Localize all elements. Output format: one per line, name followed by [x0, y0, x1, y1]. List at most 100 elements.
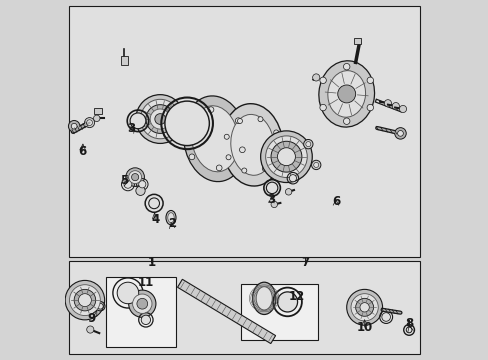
Text: 1: 1	[147, 256, 155, 269]
Circle shape	[93, 115, 100, 122]
Circle shape	[381, 313, 389, 321]
Circle shape	[270, 141, 301, 172]
Polygon shape	[177, 279, 275, 343]
Circle shape	[289, 175, 296, 182]
Circle shape	[241, 168, 246, 173]
Circle shape	[74, 289, 96, 311]
Text: 9: 9	[87, 311, 95, 325]
Circle shape	[391, 103, 399, 110]
Circle shape	[84, 118, 94, 128]
Circle shape	[141, 315, 150, 324]
Circle shape	[97, 303, 103, 309]
Circle shape	[131, 174, 139, 181]
Circle shape	[140, 99, 180, 139]
Circle shape	[305, 141, 310, 147]
Circle shape	[237, 118, 242, 123]
Circle shape	[319, 104, 325, 111]
Circle shape	[125, 168, 144, 186]
Text: 6: 6	[78, 145, 86, 158]
Circle shape	[139, 181, 145, 188]
Bar	[69, 261, 419, 354]
Circle shape	[343, 118, 349, 125]
Circle shape	[239, 147, 244, 153]
Circle shape	[394, 128, 406, 139]
Circle shape	[359, 303, 368, 312]
Text: 8: 8	[405, 317, 413, 330]
Bar	[94, 108, 102, 114]
Circle shape	[285, 189, 291, 195]
Circle shape	[69, 285, 100, 316]
Circle shape	[65, 280, 104, 320]
Ellipse shape	[167, 213, 174, 223]
Circle shape	[406, 327, 411, 333]
Text: 11: 11	[138, 276, 154, 289]
Circle shape	[155, 114, 165, 125]
Circle shape	[258, 117, 263, 122]
Text: 2: 2	[167, 216, 175, 230]
Ellipse shape	[252, 282, 275, 315]
Ellipse shape	[222, 104, 283, 186]
Circle shape	[164, 101, 209, 145]
Circle shape	[260, 131, 312, 183]
Circle shape	[117, 282, 139, 304]
Text: 6: 6	[331, 195, 339, 208]
Circle shape	[311, 160, 320, 170]
Circle shape	[189, 154, 194, 160]
Circle shape	[136, 186, 145, 195]
Text: 3: 3	[267, 193, 275, 206]
Circle shape	[303, 139, 312, 149]
Circle shape	[71, 123, 77, 129]
Text: 10: 10	[356, 320, 372, 333]
Ellipse shape	[256, 287, 272, 310]
Text: 4: 4	[151, 213, 160, 226]
Circle shape	[399, 105, 406, 113]
Circle shape	[343, 63, 349, 70]
Bar	[106, 277, 176, 347]
Circle shape	[313, 162, 318, 167]
Circle shape	[225, 155, 230, 160]
Circle shape	[384, 100, 391, 107]
Text: 7: 7	[301, 256, 309, 269]
Circle shape	[86, 326, 94, 333]
Circle shape	[224, 134, 229, 139]
Circle shape	[124, 180, 132, 188]
Bar	[69, 6, 419, 257]
Circle shape	[132, 294, 152, 314]
Circle shape	[355, 298, 373, 316]
Circle shape	[145, 105, 174, 134]
Circle shape	[266, 182, 277, 194]
Circle shape	[128, 290, 156, 318]
Circle shape	[270, 201, 277, 208]
Circle shape	[346, 289, 382, 325]
Circle shape	[273, 130, 278, 135]
Text: 12: 12	[288, 290, 304, 303]
Circle shape	[319, 77, 325, 84]
Circle shape	[366, 104, 373, 111]
Text: 3: 3	[127, 122, 135, 135]
Circle shape	[86, 120, 92, 126]
Circle shape	[68, 121, 80, 132]
Circle shape	[184, 125, 190, 131]
Circle shape	[277, 292, 297, 312]
Circle shape	[275, 150, 280, 156]
Circle shape	[137, 298, 147, 309]
Circle shape	[265, 136, 306, 177]
Bar	[121, 56, 128, 65]
Ellipse shape	[165, 211, 176, 225]
Circle shape	[397, 131, 403, 136]
Circle shape	[337, 85, 355, 103]
Ellipse shape	[318, 61, 374, 127]
Circle shape	[366, 77, 373, 84]
Circle shape	[136, 95, 184, 143]
Ellipse shape	[327, 71, 365, 117]
Circle shape	[262, 166, 267, 171]
Ellipse shape	[191, 106, 238, 172]
Circle shape	[277, 148, 295, 166]
Bar	[353, 38, 360, 44]
Circle shape	[128, 171, 142, 184]
Circle shape	[350, 294, 378, 321]
Circle shape	[208, 107, 213, 113]
Circle shape	[130, 113, 145, 129]
Circle shape	[235, 118, 241, 123]
Circle shape	[216, 165, 222, 171]
